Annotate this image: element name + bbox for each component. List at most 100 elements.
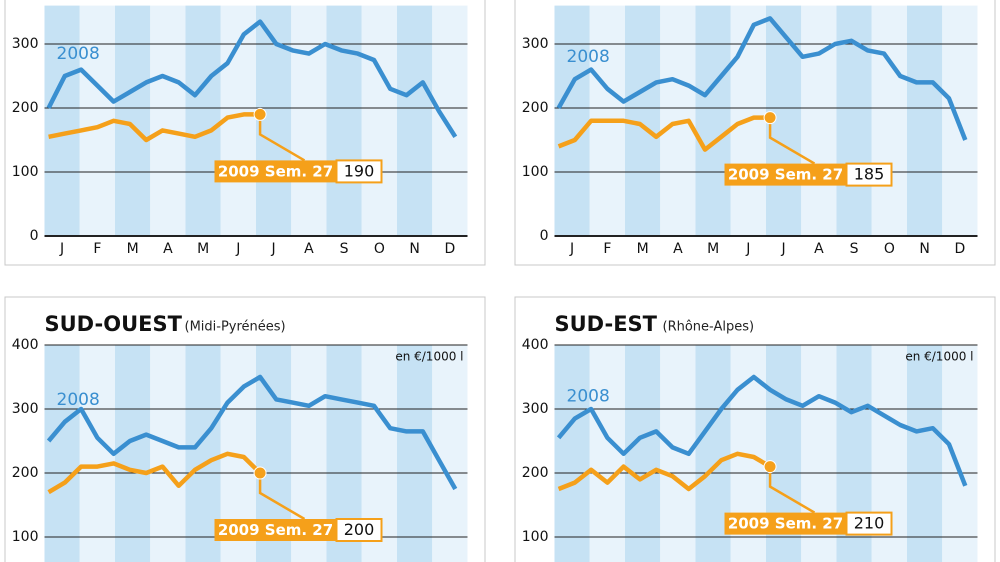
month-band: [291, 5, 327, 236]
annotation-text: 2009 Sem. 27: [728, 166, 843, 184]
annotation-point: [253, 466, 267, 480]
annotation-leader: [258, 114, 306, 162]
month-band: [432, 345, 468, 562]
annotation-leader: [768, 117, 816, 165]
y-tick-label: 300: [12, 36, 39, 52]
y-tick-label: 300: [522, 36, 549, 52]
x-tick-label: A: [673, 241, 683, 257]
unit-label: en €/1000 l: [905, 350, 973, 364]
chart-title: SUD-OUEST: [45, 312, 183, 336]
series-label: 2008: [57, 390, 100, 410]
annotation-value: 185: [854, 165, 885, 184]
month-band: [907, 345, 943, 562]
x-tick-label: J: [745, 241, 750, 257]
month-band: [554, 5, 590, 236]
x-tick-label: N: [919, 241, 929, 257]
annotation-value-box: [335, 159, 383, 184]
annotation-leader: [768, 466, 816, 514]
x-tick-label: D: [954, 241, 965, 257]
annotation-text: 2009 Sem. 27: [218, 162, 333, 180]
month-band: [397, 345, 433, 562]
x-tick-label: A: [163, 241, 173, 257]
month-band: [44, 345, 80, 562]
month-band: [871, 5, 907, 236]
line-series: [556, 16, 968, 141]
month-band: [907, 5, 943, 236]
line-series: [46, 374, 458, 491]
annotation-box: [724, 512, 847, 535]
annotation-text: 2009 Sem. 27: [218, 521, 333, 539]
month-band: [150, 5, 186, 236]
line-series: [46, 19, 458, 139]
month-band: [361, 5, 397, 236]
line-series: [557, 115, 771, 152]
annotation-value: 190: [344, 161, 375, 180]
annotation-value: 210: [854, 514, 885, 533]
month-band: [801, 5, 837, 236]
y-tick-label: 300: [12, 401, 39, 417]
month-band: [150, 345, 186, 562]
x-tick-label: S: [340, 241, 349, 257]
y-tick-label: 200: [522, 465, 549, 481]
series-label: 2008: [567, 387, 610, 407]
x-tick-label: O: [884, 241, 895, 257]
y-tick-label: 0: [540, 228, 549, 244]
x-tick-label: J: [271, 241, 276, 257]
x-tick-label: M: [197, 241, 209, 257]
y-tick-label: 0: [30, 228, 39, 244]
x-tick-label: O: [374, 241, 385, 257]
chart-subtitle: (Midi-Pyrénées): [185, 320, 286, 335]
line-series: [47, 451, 262, 495]
month-band: [432, 5, 468, 236]
x-tick-label: M: [637, 241, 649, 257]
line-series: [556, 374, 968, 487]
line-series: [48, 112, 261, 143]
y-tick-label: 400: [522, 337, 549, 353]
line-series: [557, 451, 772, 492]
x-tick-label: F: [603, 241, 611, 257]
x-tick-label: S: [850, 241, 859, 257]
annotation-value-box: [335, 518, 383, 542]
month-band: [695, 5, 731, 236]
y-tick-label: 400: [12, 337, 39, 353]
y-tick-label: 100: [522, 529, 549, 545]
x-tick-label: J: [781, 241, 786, 257]
annotation-box: [724, 163, 847, 186]
x-tick-label: M: [707, 241, 719, 257]
x-tick-label: A: [814, 241, 824, 257]
series-label: 2008: [57, 44, 100, 64]
annotation-box: [214, 519, 337, 541]
annotation-value-box: [845, 511, 893, 536]
x-tick-label: J: [235, 241, 240, 257]
x-tick-label: F: [93, 241, 101, 257]
x-tick-label: D: [444, 241, 455, 257]
y-tick-label: 100: [12, 164, 39, 180]
y-tick-label: 100: [522, 164, 549, 180]
annotation-leader: [258, 473, 306, 521]
x-tick-label: J: [569, 241, 574, 257]
y-tick-label: 200: [12, 465, 39, 481]
chart-title: SUD-EST: [555, 312, 658, 336]
annotation-text: 2009 Sem. 27: [728, 515, 843, 533]
month-band: [589, 345, 625, 562]
annotation-value: 200: [344, 520, 375, 539]
month-band: [942, 345, 978, 562]
month-band: [397, 5, 433, 236]
month-band: [185, 5, 221, 236]
x-tick-label: M: [127, 241, 139, 257]
x-tick-label: A: [304, 241, 314, 257]
series-label: 2008: [567, 47, 610, 67]
month-band: [554, 345, 590, 562]
month-band: [44, 5, 80, 236]
y-tick-label: 100: [12, 529, 39, 545]
x-tick-label: J: [59, 241, 64, 257]
annotation-point: [763, 460, 777, 474]
annotation-point: [763, 111, 777, 125]
annotation-box: [214, 160, 337, 183]
unit-label: en €/1000 l: [395, 350, 463, 364]
chart-subtitle: (Rhône-Alpes): [663, 320, 755, 335]
month-band: [625, 345, 661, 562]
annotation-point: [253, 107, 267, 121]
y-tick-label: 200: [12, 100, 39, 116]
